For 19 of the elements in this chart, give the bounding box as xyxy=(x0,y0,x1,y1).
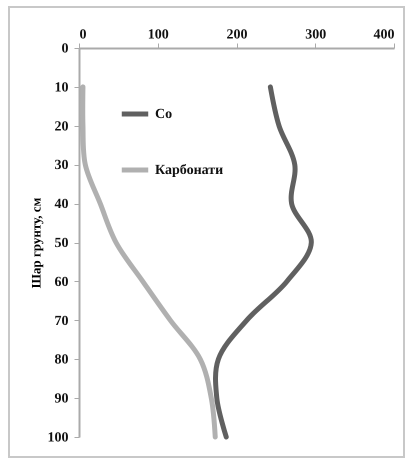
x-tick-label: 0 xyxy=(80,28,86,42)
x-tick-label: 200 xyxy=(226,28,248,42)
y-tick-label: 60 xyxy=(54,274,68,290)
y-axis-title: Шар грунту, см xyxy=(28,197,44,288)
x-tick-label: 400 xyxy=(374,28,394,42)
y-tick-label: 40 xyxy=(54,197,68,212)
y-tick-label: 90 xyxy=(54,392,68,407)
legend-label: Карбонати xyxy=(155,163,224,178)
legend-label: Co xyxy=(155,107,172,122)
x-tick-label: 300 xyxy=(305,28,326,42)
y-tick-label: 10 xyxy=(54,80,68,96)
x-tick-label: 100 xyxy=(148,28,169,42)
y-tick-label: 80 xyxy=(54,352,68,368)
y-tick-label: 30 xyxy=(54,158,68,174)
y-tick-label: 100 xyxy=(48,430,68,446)
y-tick-label: 20 xyxy=(54,119,68,134)
y-tick-label: 70 xyxy=(54,314,68,329)
y-tick-label: 0 xyxy=(62,42,68,56)
y-tick-label: 50 xyxy=(54,236,68,251)
